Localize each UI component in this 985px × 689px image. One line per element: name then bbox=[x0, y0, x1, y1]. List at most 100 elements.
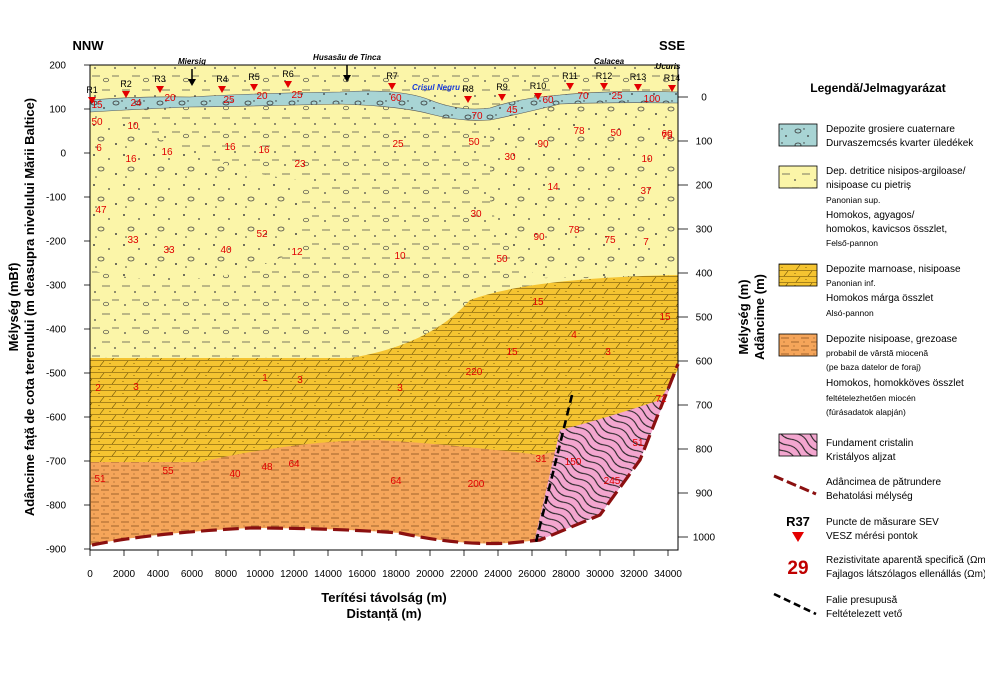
station-marker bbox=[156, 86, 164, 93]
resistivity-value: 64 bbox=[390, 476, 402, 487]
x-tick-label: 8000 bbox=[215, 569, 238, 580]
resistivity-value: 2 bbox=[95, 383, 101, 394]
station-marker bbox=[250, 84, 258, 91]
resistivity-value: 45 bbox=[506, 105, 518, 116]
legend-mio-line3: (pe baza datelor de foraj) bbox=[826, 362, 921, 372]
miocene-layer bbox=[90, 440, 560, 550]
x-tick-label: 26000 bbox=[518, 569, 546, 580]
resistivity-value: 20 bbox=[256, 91, 268, 102]
station-marker bbox=[534, 93, 542, 100]
resistivity-value: 50 bbox=[91, 117, 103, 128]
x-axis-title: Terítési távolság (m) bbox=[321, 590, 446, 605]
penetration-depth-line bbox=[91, 363, 680, 547]
resistivity-value: 55 bbox=[162, 466, 174, 477]
legend-upper-line4: Homokos, agyagos/ bbox=[826, 210, 915, 221]
resistivity-value: 30 bbox=[470, 209, 482, 220]
resistivity-value: 50 bbox=[468, 137, 480, 148]
resistivity-value: 90 bbox=[537, 139, 549, 150]
resistivity-value: 220 bbox=[466, 367, 483, 378]
resistivity-value: 24 bbox=[130, 98, 142, 109]
x-tick-label: 6000 bbox=[181, 569, 204, 580]
place-label-husasau: Husasău de Tinca bbox=[313, 53, 381, 62]
x-tick-label: 16000 bbox=[348, 569, 376, 580]
y-left-tick-label: 100 bbox=[49, 105, 66, 116]
resistivity-value: 7 bbox=[643, 237, 649, 248]
station-label: R5 bbox=[248, 72, 260, 82]
legend-lower-line4: Alsó-pannon bbox=[826, 308, 874, 318]
legend-title: Legendă/Jelmagyarázat bbox=[810, 81, 945, 95]
resistivity-value: 48 bbox=[261, 462, 273, 473]
legend-sev-line1: Puncte de măsurare SEV bbox=[826, 517, 939, 528]
resistivity-value: 200 bbox=[468, 479, 485, 490]
resistivity-value: 25 bbox=[611, 91, 623, 102]
station-marker bbox=[668, 85, 676, 92]
station-label: R12 bbox=[596, 71, 613, 81]
resistivity-value: 40 bbox=[229, 469, 241, 480]
geologic-layers bbox=[90, 65, 678, 550]
station-marker bbox=[498, 94, 506, 101]
place-arrowhead-husasau bbox=[343, 75, 351, 82]
station-marker bbox=[88, 97, 96, 104]
resistivity-value: 31 bbox=[535, 454, 547, 465]
resistivity-value: 16 bbox=[161, 147, 173, 158]
y-right-tick-label: 0 bbox=[701, 93, 707, 104]
x-tick-label: 0 bbox=[87, 569, 93, 580]
plot-labels: Miersig Husasău de Tinca Calacea Ucuriș Criș… bbox=[86, 53, 681, 547]
y-left-tick-label: 200 bbox=[49, 61, 66, 72]
legend-rho-line1: Rezistivitate aparentă specifică (Ωm) bbox=[826, 555, 985, 566]
legend-swatch-upper-pannonian bbox=[778, 165, 818, 189]
resistivity-value: 16 bbox=[125, 154, 137, 165]
resistivity-value: 4 bbox=[571, 330, 577, 341]
station-marker bbox=[122, 91, 130, 98]
place-label-miersig: Miersig bbox=[178, 57, 206, 66]
x-tick-label: 14000 bbox=[314, 569, 342, 580]
resistivity-value: 60 bbox=[542, 95, 554, 106]
x-axis-subtitle: Distanță (m) bbox=[346, 606, 421, 621]
resistivity-value: 23 bbox=[294, 159, 306, 170]
y-left-tick-label: -300 bbox=[46, 281, 66, 292]
station-label: R10 bbox=[530, 81, 547, 91]
legend-lower-line3: Homokos márga összlet bbox=[826, 293, 933, 304]
legend-swatch-lower-pannonian bbox=[778, 263, 818, 287]
station-label: R9 bbox=[496, 82, 508, 92]
y-right-tick-label: 700 bbox=[696, 401, 713, 412]
legend: Legendă/Jelmagyarázat Depozite grosiere c… bbox=[773, 81, 985, 620]
x-tick-label: 28000 bbox=[552, 569, 580, 580]
resistivity-value: 71 bbox=[655, 394, 667, 405]
x-tick-label: 32000 bbox=[620, 569, 648, 580]
y-right-tick-label: 200 bbox=[696, 181, 713, 192]
resistivity-value: 64 bbox=[288, 459, 300, 470]
legend-upper-line5: homokos, kavicsos összlet, bbox=[826, 224, 947, 235]
y-left-tick-label: -100 bbox=[46, 193, 66, 204]
x-tick-label: 20000 bbox=[416, 569, 444, 580]
sse-label: SSE bbox=[659, 38, 685, 53]
legend-upper-line6: Felső-pannon bbox=[826, 238, 878, 248]
resistivity-value: 10 bbox=[127, 121, 139, 132]
resistivity-value: 14 bbox=[547, 182, 559, 193]
resistivity-value: 15 bbox=[532, 297, 544, 308]
resistivity-value: 15 bbox=[91, 100, 103, 111]
resistivity-value: 78 bbox=[573, 126, 585, 137]
place-arrowhead-miersig bbox=[188, 79, 196, 86]
resistivity-value: 50 bbox=[610, 128, 622, 139]
legend-upper-line1: Dep. detritice nisipos-argiloase/ bbox=[826, 166, 966, 177]
y-left-tick-label: -600 bbox=[46, 413, 66, 424]
station-marker bbox=[388, 83, 396, 90]
y-right-tick-label: 100 bbox=[696, 137, 713, 148]
resistivity-value: 6 bbox=[96, 143, 102, 154]
quaternary-layer bbox=[90, 90, 678, 121]
resistivity-value: 37 bbox=[640, 186, 652, 197]
resistivity-value: 75 bbox=[604, 235, 616, 246]
resistivity-value: 16 bbox=[258, 145, 270, 156]
x-tick-label: 30000 bbox=[586, 569, 614, 580]
x-tick-label: 10000 bbox=[246, 569, 274, 580]
place-label-ucuris: Ucuriș bbox=[656, 62, 681, 71]
legend-penetration-line bbox=[773, 474, 817, 496]
legend-sev-marker bbox=[792, 532, 804, 542]
x-tick-label: 18000 bbox=[382, 569, 410, 580]
resistivity-value: 52 bbox=[256, 229, 268, 240]
resistivity-value: 25 bbox=[392, 139, 404, 150]
legend-lower-line2: Panonian inf. bbox=[826, 278, 876, 288]
y-right-tick-label: 500 bbox=[696, 313, 713, 324]
